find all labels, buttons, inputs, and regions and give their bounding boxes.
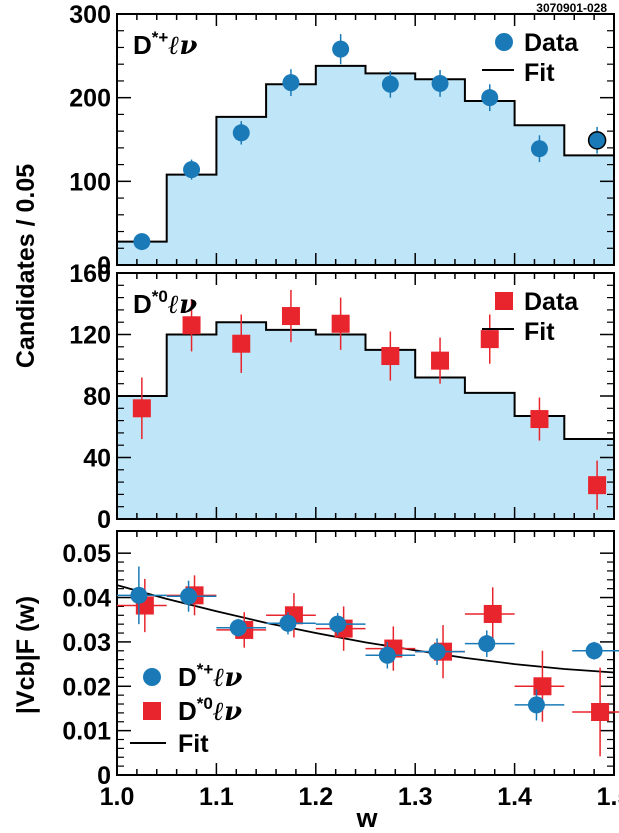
data-point xyxy=(431,351,450,370)
legend-label-charged: D*+ℓν xyxy=(178,660,242,693)
plot-frame xyxy=(116,13,615,266)
series-point-charged xyxy=(130,586,148,604)
shared-y-axis-label: Candidates / 0.05 xyxy=(12,164,40,368)
panel-form-factor: 0 0.01 0.02 0.03 0.04 0.05 1.0 1.1 1.2 1.3 1.4 1.5 D… xyxy=(62,530,619,811)
series-point-charged xyxy=(585,642,603,660)
x-tick-label: 1.3 xyxy=(398,783,433,811)
y-tick-label: 80 xyxy=(83,383,111,411)
data-point xyxy=(183,161,201,179)
y-tick-label: 0.05 xyxy=(62,540,111,568)
data-point xyxy=(332,40,350,58)
x-tick-label: 1.4 xyxy=(497,783,532,811)
y-tick-label: 0 xyxy=(97,252,111,280)
series-point-neutral xyxy=(483,604,502,623)
data-point xyxy=(530,140,548,158)
data-point xyxy=(480,330,499,349)
legend-label-data: Data xyxy=(524,29,579,57)
fit-curve xyxy=(116,584,615,674)
y-tick-label: 0.02 xyxy=(62,673,111,701)
series-point-charged xyxy=(478,635,496,653)
figure-id: 3070901-028 xyxy=(536,1,607,15)
y-tick-label: 0 xyxy=(97,762,111,790)
series-point-charged xyxy=(329,615,347,633)
y-tick-label: 0.03 xyxy=(62,629,111,657)
decay-annotation: D*+ℓν xyxy=(133,28,197,61)
legend-marker-neutral xyxy=(143,702,161,720)
plot-frame xyxy=(116,530,615,776)
series-point-neutral xyxy=(533,677,552,696)
legend-label-data: Data xyxy=(524,288,579,316)
legend-label-fit: Fit xyxy=(524,318,555,346)
form-factor-y-axis-label: |Vcb|F (w) xyxy=(12,596,40,714)
data-point xyxy=(182,316,201,335)
series-point-neutral xyxy=(591,703,610,722)
x-tick-label: 1.2 xyxy=(298,783,333,811)
y-tick-label: 200 xyxy=(69,85,111,113)
legend-label-fit: Fit xyxy=(524,59,555,87)
series-point-charged xyxy=(527,696,545,714)
data-point xyxy=(232,334,251,353)
y-tick-label: 120 xyxy=(69,322,111,350)
series-point-charged xyxy=(229,619,247,637)
decay-annotation: D*0ℓν xyxy=(133,287,197,320)
fit-histogram-line xyxy=(117,321,614,441)
y-tick-label: 160 xyxy=(69,260,111,288)
x-tick-label: 1.5 xyxy=(597,783,619,811)
series-point-charged xyxy=(378,646,396,664)
data-point xyxy=(331,314,350,333)
legend-label-neutral: D*0ℓν xyxy=(178,694,242,727)
data-point xyxy=(282,74,300,92)
data-point xyxy=(133,233,151,251)
x-axis-label: w xyxy=(355,803,378,833)
y-tick-label: 0.01 xyxy=(62,718,111,746)
legend-label-fit: Fit xyxy=(178,730,209,758)
legend-marker-charged xyxy=(143,668,161,686)
x-tick-label: 1.1 xyxy=(199,783,234,811)
fit-histogram-line xyxy=(117,64,614,243)
data-point xyxy=(232,124,250,142)
data-point xyxy=(431,74,449,92)
data-point xyxy=(381,75,399,93)
legend-marker-data xyxy=(495,33,513,51)
y-tick-label: 0 xyxy=(97,506,111,534)
data-point xyxy=(530,410,549,429)
x-tick-label: 1.0 xyxy=(100,783,135,811)
data-point xyxy=(588,476,607,495)
data-point xyxy=(587,131,607,150)
data-point xyxy=(132,399,151,418)
data-point xyxy=(381,347,400,366)
legend-marker-data xyxy=(495,292,513,310)
series-point-charged xyxy=(279,614,297,632)
y-tick-label: 300 xyxy=(69,1,111,29)
y-tick-label: 0.04 xyxy=(62,585,111,613)
series-point-charged xyxy=(180,587,198,605)
y-tick-label: 40 xyxy=(83,445,111,473)
fit-histogram-fill xyxy=(117,65,614,265)
data-point xyxy=(281,307,300,326)
y-tick-label: 100 xyxy=(69,168,111,196)
series-point-charged xyxy=(428,643,446,661)
data-point xyxy=(481,89,499,107)
